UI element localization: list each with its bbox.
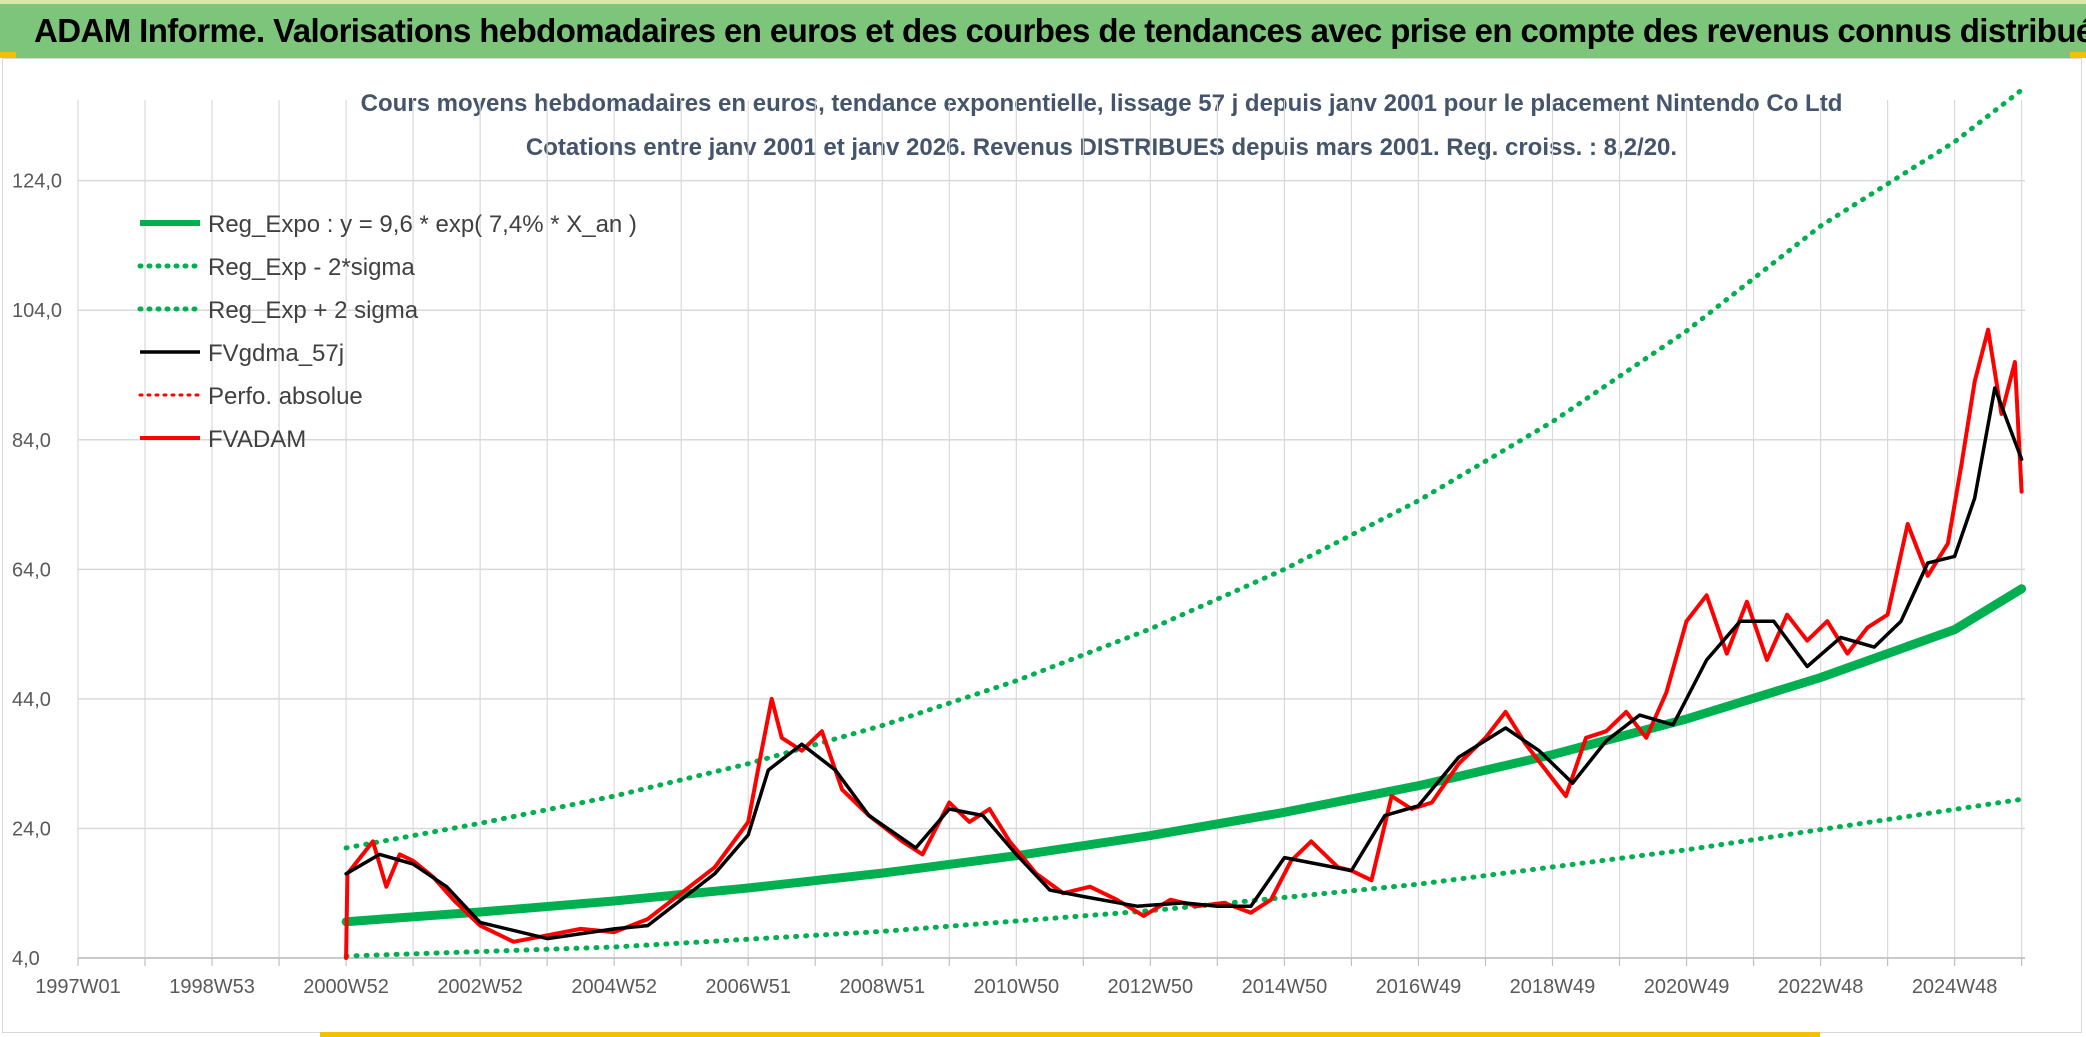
x-tick-label: 2006W51 (705, 976, 791, 998)
y-tick-label: 24,0 (12, 818, 51, 840)
y-tick-label: 124,0 (12, 171, 62, 193)
x-tick-label: 2002W52 (437, 976, 523, 998)
x-tick-label: 2020W49 (1644, 976, 1730, 998)
chart-subtitle: Cotations entre janv 2001 et janv 2026. … (526, 134, 1677, 161)
y-tick-label: 64,0 (12, 559, 51, 581)
series-line-3 (344, 386, 2024, 941)
y-tick-label: 84,0 (12, 430, 51, 452)
x-tick-label: 2014W50 (1242, 976, 1328, 998)
y-tick-label: 104,0 (12, 300, 62, 322)
series-line-5 (344, 327, 2024, 960)
x-tick-label: 2010W50 (974, 976, 1060, 998)
legend-label: FVgdma_57j (208, 340, 344, 367)
x-tick-label: 2022W48 (1778, 976, 1864, 998)
report-header: ADAM Informe. Valorisations hebdomadaire… (0, 0, 2086, 58)
legend-label: Reg_Exp - 2*sigma (208, 254, 415, 281)
bottom-accent-bar (320, 1032, 1820, 1037)
series-line-1 (343, 796, 2025, 959)
chart-title: Cours moyens hebdomadaires en euros, ten… (361, 90, 1843, 117)
y-tick-label: 4,0 (12, 948, 40, 970)
x-tick-label: 1997W01 (35, 976, 121, 998)
corner-accent-left (0, 52, 16, 58)
x-tick-label: 1998W53 (169, 976, 255, 998)
x-tick-label: 2008W51 (839, 976, 925, 998)
x-tick-label: 2016W49 (1376, 976, 1462, 998)
legend-label: Reg_Exp + 2 sigma (208, 297, 419, 324)
legend-label: Perfo. absolue (208, 383, 363, 410)
series-line-2 (343, 87, 2025, 851)
corner-accent-right (2070, 52, 2086, 58)
report-title: ADAM Informe. Valorisations hebdomadaire… (34, 12, 2086, 49)
series-line-0 (341, 584, 2027, 927)
x-tick-label: 2012W50 (1108, 976, 1194, 998)
legend-label: FVADAM (208, 426, 306, 453)
x-tick-label: 2000W52 (303, 976, 389, 998)
x-tick-label: 2024W48 (1912, 976, 1998, 998)
x-tick-label: 2018W49 (1510, 976, 1596, 998)
x-tick-label: 2004W52 (571, 976, 657, 998)
y-tick-label: 44,0 (12, 689, 51, 711)
legend-label: Reg_Expo : y = 9,6 * exp( 7,4% * X_an ) (208, 211, 637, 238)
